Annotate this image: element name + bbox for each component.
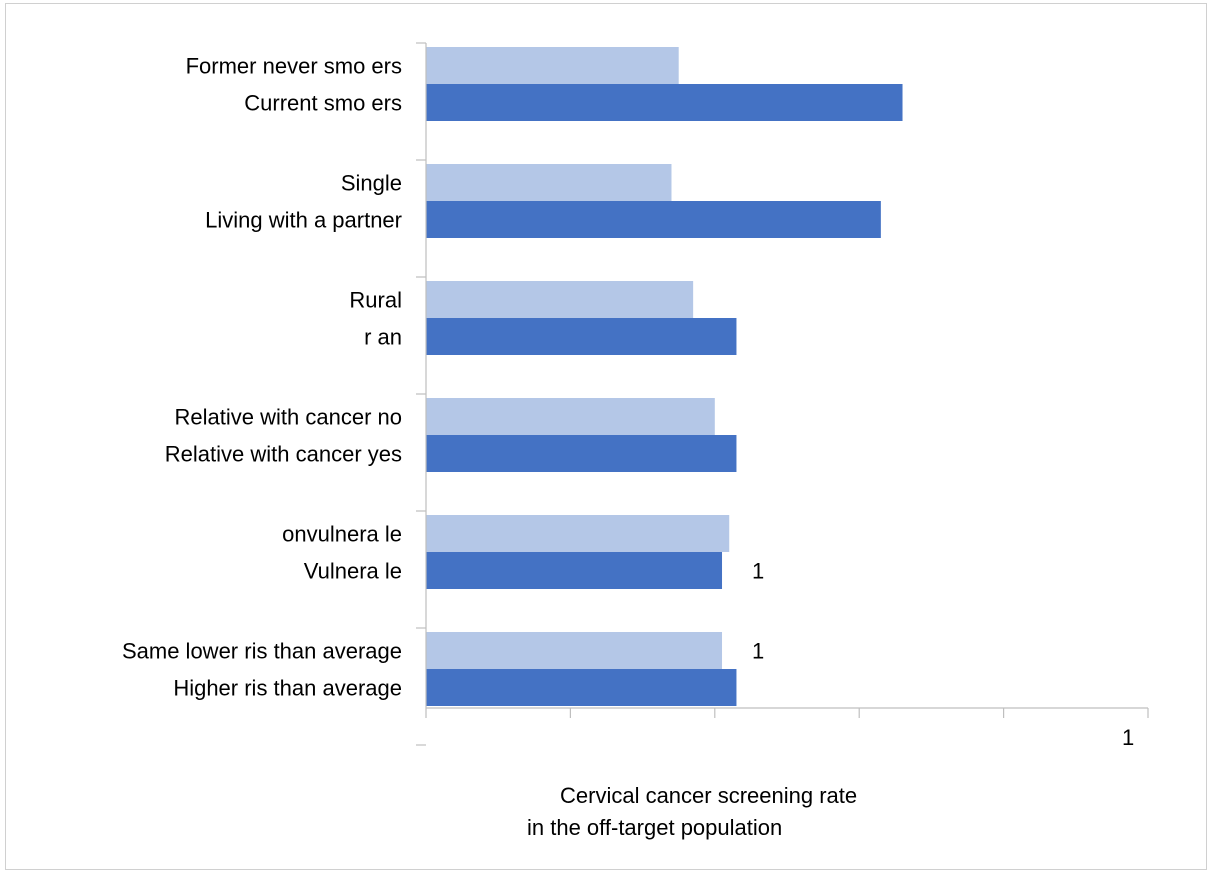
- bar-0-1: [426, 84, 903, 121]
- bar-1-1: [426, 201, 881, 238]
- bars-layer: [426, 47, 903, 706]
- x-axis-title-line-1: Cervical cancer screening rate: [560, 783, 858, 808]
- category-label-4-0: onvulnera le: [282, 522, 402, 547]
- bar-5-0: [426, 632, 723, 669]
- category-label-1-1: Living with a partner: [205, 208, 402, 233]
- category-label-3-0: Relative with cancer no: [175, 405, 402, 430]
- x-axis-title-line-2: in the off-target population: [527, 815, 783, 840]
- bar-3-1: [426, 435, 737, 472]
- chart-frame: [5, 3, 1207, 870]
- bar-2-1: [426, 318, 737, 355]
- bar-4-1: [426, 552, 723, 589]
- bar-5-1: [426, 669, 737, 706]
- data-label-5-0: 1: [752, 639, 764, 664]
- category-label-2-1: r an: [364, 325, 402, 350]
- category-labels-layer: Former never smo ers Current smo ers Singl…: [122, 54, 764, 701]
- category-label-5-0: Same lower ris than average: [122, 639, 402, 664]
- category-label-3-1: Relative with cancer yes: [165, 442, 402, 467]
- data-label-4-1: 1: [752, 559, 764, 584]
- category-label-2-0: Rural: [349, 288, 402, 313]
- axes-layer: 1: [416, 42, 1149, 750]
- bar-0-0: [426, 47, 679, 84]
- bar-2-0: [426, 281, 694, 318]
- x-tick-label: 1: [1122, 725, 1134, 750]
- category-label-1-0: Single: [341, 171, 402, 196]
- category-label-5-1: Higher ris than average: [173, 676, 402, 701]
- bar-3-0: [426, 398, 715, 435]
- category-label-0-0: Former never smo ers: [186, 54, 402, 79]
- category-label-4-1: Vulnera le: [304, 559, 402, 584]
- bar-4-0: [426, 515, 730, 552]
- category-label-0-1: Current smo ers: [244, 91, 402, 116]
- bar-1-0: [426, 164, 672, 201]
